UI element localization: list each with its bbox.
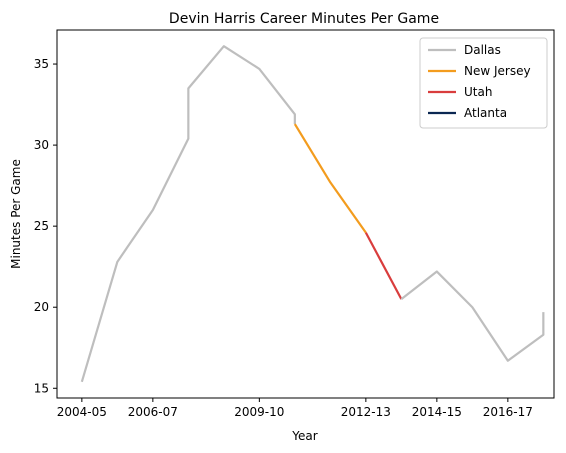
x-axis-title: Year — [291, 429, 317, 443]
x-tick-label: 2016-17 — [483, 405, 533, 419]
series-lines — [80, 45, 545, 383]
legend-box — [419, 37, 548, 129]
x-tick-label: 2006-07 — [128, 405, 178, 419]
legend-label-new-jersey: New Jersey — [464, 64, 531, 78]
x-tick-label: 2009-10 — [234, 405, 284, 419]
legend: Dallas New Jersey Utah Atlanta — [419, 37, 548, 129]
legend-label-dallas: Dallas — [464, 43, 501, 57]
series-line-new-jersey — [293, 123, 367, 234]
y-tick-label: 20 — [34, 300, 49, 314]
series-line-dallas — [80, 45, 296, 383]
y-axis: 15 20 25 30 35 — [34, 57, 57, 395]
y-tick-label: 25 — [34, 219, 49, 233]
y-tick-label: 15 — [34, 381, 49, 395]
plot-frame — [56, 29, 555, 399]
legend-label-atlanta: Atlanta — [464, 106, 507, 120]
x-tick-label: 2014-15 — [412, 405, 462, 419]
y-tick-label: 35 — [34, 57, 49, 71]
y-axis-title: Minutes Per Game — [9, 159, 23, 269]
x-tick-label: 2004-05 — [57, 405, 107, 419]
series-line-utah — [364, 232, 403, 300]
series-line-segment-4 — [400, 270, 545, 362]
y-tick-label: 30 — [34, 138, 49, 152]
chart-title: Devin Harris Career Minutes Per Game — [169, 11, 439, 27]
x-axis: 2004-05 2006-07 2009-10 2012-13 2014-15 2016-… — [57, 398, 533, 419]
legend-label-utah: Utah — [464, 85, 492, 99]
x-tick-label: 2012-13 — [341, 405, 391, 419]
